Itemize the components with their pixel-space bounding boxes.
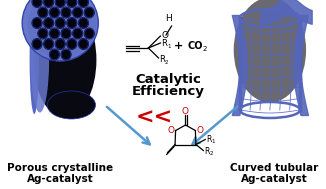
Circle shape: [50, 49, 59, 60]
Ellipse shape: [47, 91, 96, 119]
Circle shape: [38, 7, 48, 18]
Text: R: R: [206, 135, 212, 144]
Circle shape: [55, 39, 65, 49]
Text: Porous crystalline: Porous crystalline: [7, 163, 113, 173]
Circle shape: [55, 18, 65, 28]
Circle shape: [73, 7, 82, 18]
Circle shape: [67, 0, 77, 7]
Ellipse shape: [33, 2, 96, 118]
Circle shape: [61, 7, 71, 18]
Circle shape: [50, 7, 59, 18]
Circle shape: [32, 0, 42, 7]
Circle shape: [67, 18, 77, 28]
Text: Ag-catalyst: Ag-catalyst: [27, 174, 94, 184]
Text: 1: 1: [212, 139, 215, 144]
Text: R: R: [161, 39, 167, 47]
Circle shape: [55, 0, 65, 7]
Circle shape: [32, 18, 42, 28]
Circle shape: [73, 28, 82, 39]
Text: O: O: [182, 106, 189, 115]
Text: <<: <<: [135, 108, 172, 128]
Circle shape: [67, 39, 77, 49]
Text: Ag-catalyst: Ag-catalyst: [241, 174, 308, 184]
Text: Curved tubular: Curved tubular: [230, 163, 319, 173]
Circle shape: [50, 28, 59, 39]
Text: CO: CO: [187, 41, 203, 51]
Ellipse shape: [22, 0, 98, 61]
Text: R: R: [204, 147, 210, 156]
Text: O: O: [168, 126, 174, 135]
Text: R: R: [159, 54, 165, 64]
Ellipse shape: [234, 0, 306, 102]
Circle shape: [32, 39, 42, 49]
Ellipse shape: [31, 8, 49, 112]
Circle shape: [79, 0, 88, 7]
Circle shape: [84, 7, 94, 18]
Text: 2: 2: [165, 60, 169, 64]
Text: O: O: [161, 30, 168, 40]
Circle shape: [79, 39, 88, 49]
Text: O: O: [197, 126, 203, 135]
Circle shape: [61, 49, 71, 60]
Circle shape: [79, 18, 88, 28]
Text: 2: 2: [202, 46, 207, 52]
Ellipse shape: [30, 6, 39, 114]
Circle shape: [38, 28, 48, 39]
Text: H: H: [165, 14, 172, 23]
Text: 1: 1: [167, 43, 170, 49]
Ellipse shape: [27, 0, 97, 59]
Text: Catalytic: Catalytic: [135, 74, 201, 87]
Text: 2: 2: [210, 151, 213, 156]
Text: +: +: [174, 41, 184, 51]
Circle shape: [61, 28, 71, 39]
Circle shape: [44, 39, 53, 49]
Circle shape: [44, 18, 53, 28]
Circle shape: [44, 0, 53, 7]
Text: Efficiency: Efficiency: [131, 85, 204, 98]
Circle shape: [84, 28, 94, 39]
